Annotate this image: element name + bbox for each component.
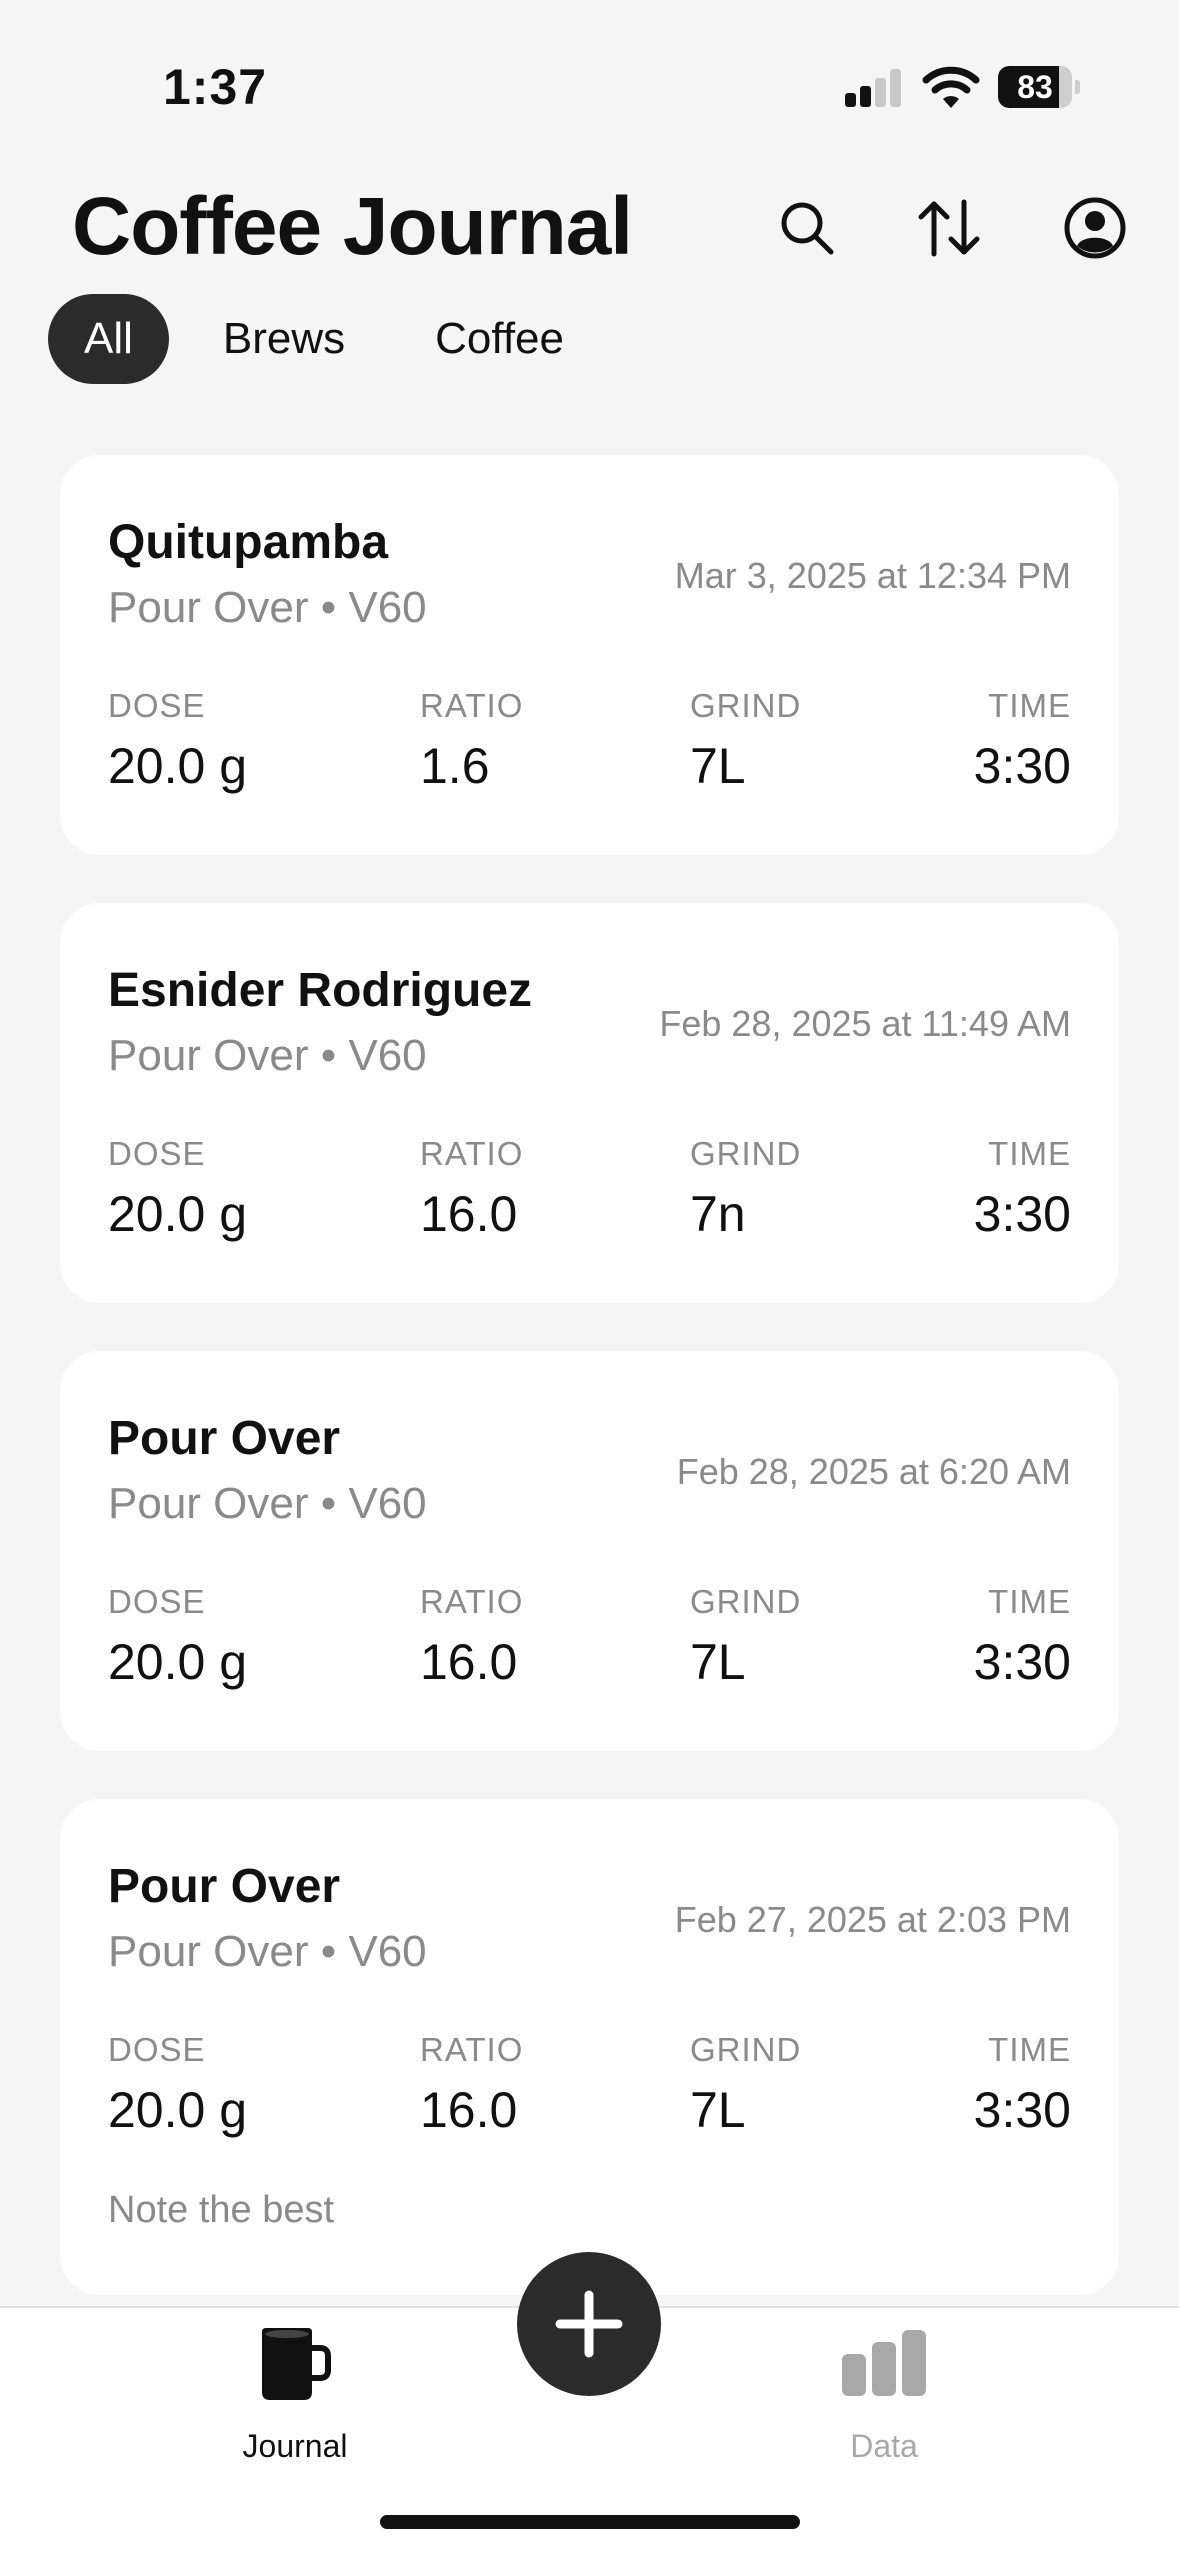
ratio-value: 16.0 [420,2082,518,2138]
dose-label: DOSE [108,687,206,724]
add-brew-button[interactable] [517,2252,661,2396]
ratio-value: 16.0 [420,1186,518,1242]
brew-title: Esnider Rodriguez [108,964,533,1017]
cellular-signal-icon [845,69,903,107]
brew-title: Pour Over [108,1412,341,1465]
brew-card[interactable]: Esnider Rodriguez Pour Over • V60 Feb 28… [60,903,1119,1303]
brew-date: Feb 27, 2025 at 2:03 PM [674,1899,1071,1940]
dose-value: 20.0 g [108,1634,248,1690]
dose-value: 20.0 g [108,1186,248,1242]
status-time: 1:37 [163,59,268,115]
battery-icon: 83 [998,66,1080,108]
dose-label: DOSE [108,2031,206,2068]
brew-card[interactable]: Quitupamba Pour Over • V60 Mar 3, 2025 a… [60,455,1119,855]
tab-journal-label: Journal [242,2428,348,2464]
tab-data-label: Data [850,2428,918,2464]
brew-card[interactable]: Pour Over Pour Over • V60 Feb 28, 2025 a… [60,1351,1119,1751]
grind-label: GRIND [690,1135,802,1172]
battery-percent: 83 [1017,69,1053,105]
ratio-label: RATIO [420,1135,524,1172]
dose-value: 20.0 g [108,2082,248,2138]
dose-value: 20.0 g [108,738,248,794]
brew-title: Quitupamba [108,516,389,569]
ratio-value: 16.0 [420,1634,518,1690]
dose-label: DOSE [108,1583,206,1620]
time-label: TIME [988,687,1071,724]
sort-button[interactable] [909,188,989,268]
wifi-icon [922,63,980,111]
time-label: TIME [988,1583,1071,1620]
filter-tabs: All Brews Coffee [48,294,618,384]
search-button[interactable] [767,188,847,268]
tab-journal[interactable]: Journal [195,2308,395,2508]
brew-date: Feb 28, 2025 at 6:20 AM [676,1451,1071,1492]
grind-label: GRIND [690,1583,802,1620]
brew-method: Pour Over • V60 [108,583,427,632]
time-value: 3:30 [973,1186,1071,1242]
search-icon [781,202,834,255]
brew-title: Pour Over [108,1860,341,1913]
time-label: TIME [988,1135,1071,1172]
ratio-label: RATIO [420,1583,524,1620]
grind-value: 7L [690,2082,746,2138]
grind-value: 7n [690,1186,746,1242]
grind-value: 7L [690,738,746,794]
tab-data[interactable]: Data [784,2308,984,2508]
brew-note: Note the best [108,2189,335,2231]
tab-brews[interactable]: Brews [222,314,346,363]
tab-all[interactable]: All [48,294,169,384]
ratio-value: 1.6 [420,738,490,794]
time-value: 3:30 [973,1634,1071,1690]
brew-date: Mar 3, 2025 at 12:34 PM [674,555,1071,596]
tab-coffee[interactable]: Coffee [435,314,564,363]
status-bar: 1:37 83 [0,0,1179,150]
profile-button[interactable] [1055,188,1135,268]
home-indicator[interactable] [380,2515,800,2529]
brew-date: Feb 28, 2025 at 11:49 AM [659,1003,1071,1044]
brew-method: Pour Over • V60 [108,1031,427,1080]
time-value: 3:30 [973,738,1071,794]
sort-icon [918,199,980,257]
ratio-label: RATIO [420,2031,524,2068]
grind-label: GRIND [690,2031,802,2068]
brew-method: Pour Over • V60 [108,1479,427,1528]
plus-icon [555,2290,623,2358]
brew-card[interactable]: Pour Over Pour Over • V60 Feb 27, 2025 a… [60,1799,1119,2295]
grind-label: GRIND [690,687,802,724]
grind-value: 7L [690,1634,746,1690]
page-title: Coffee Journal [72,181,633,272]
mug-icon [262,2328,331,2400]
brew-method: Pour Over • V60 [108,1927,427,1976]
time-label: TIME [988,2031,1071,2068]
ratio-label: RATIO [420,687,524,724]
time-value: 3:30 [973,2082,1071,2138]
dose-label: DOSE [108,1135,206,1172]
profile-icon [1064,197,1126,259]
chart-bars-icon [842,2330,926,2396]
